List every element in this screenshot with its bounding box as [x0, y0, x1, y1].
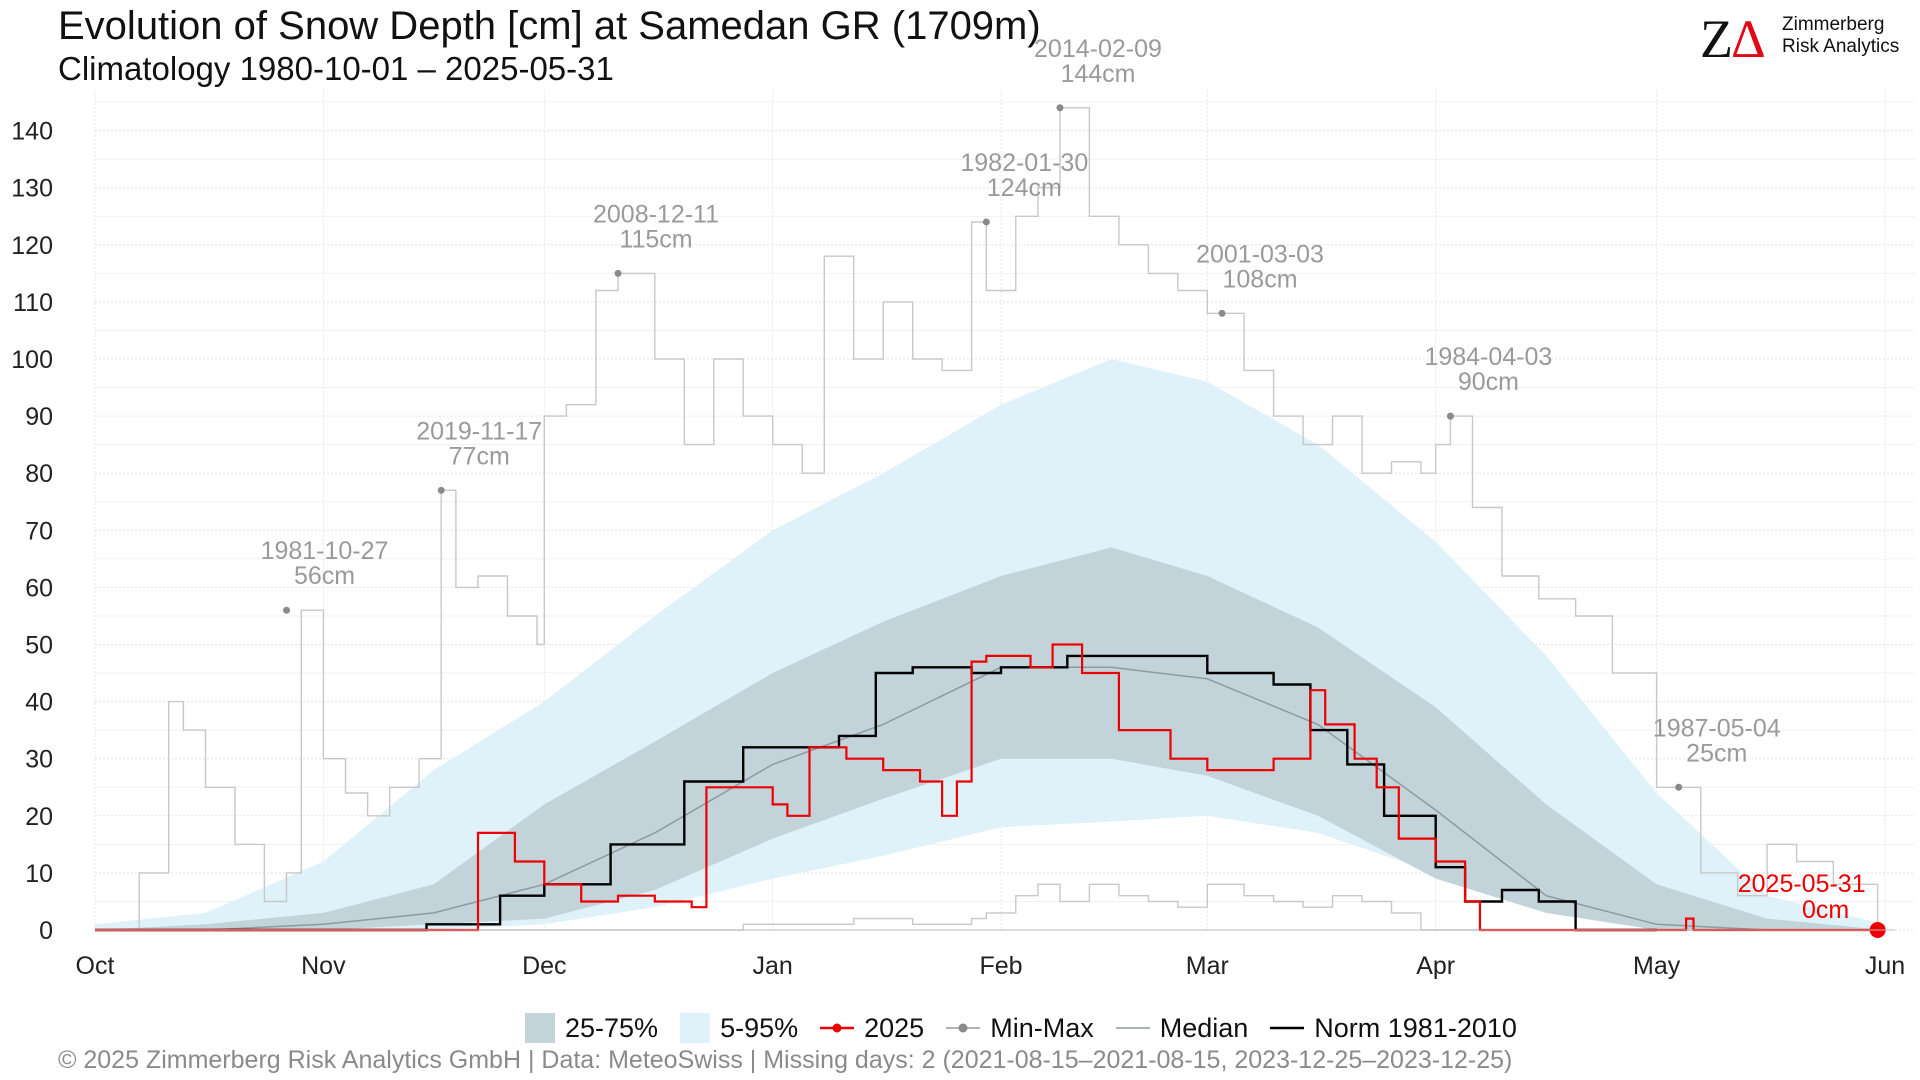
extreme-point-marker	[1446, 412, 1454, 420]
x-tick-label: Jun	[1865, 952, 1905, 980]
annotation-value: 144cm	[1060, 60, 1135, 88]
legend-label-minmax: Min-Max	[990, 1012, 1094, 1043]
logo-mark: ZΔ	[1700, 9, 1766, 69]
x-tick-label: Oct	[76, 952, 115, 980]
legend-label-norm: Norm 1981-2010	[1314, 1012, 1517, 1043]
legend-label-2025: 2025	[864, 1012, 925, 1043]
x-tick-label: Nov	[301, 952, 346, 980]
legend-line-minmax	[946, 1023, 981, 1033]
band-25-75	[95, 547, 1885, 930]
extreme-point-marker	[614, 269, 622, 277]
annotation-value: 56cm	[294, 562, 355, 590]
extreme-point-marker	[283, 606, 291, 614]
legend-item-5-95: 5-95%	[680, 1013, 798, 1044]
annotation-date: 2025-05-31	[1738, 870, 1866, 898]
company-logo: ZΔ Zimmerberg Risk Analytics	[1700, 8, 1900, 69]
series-2025-line	[95, 643, 1878, 932]
chart-title: Evolution of Snow Depth [cm] at Samedan …	[58, 4, 1041, 48]
annotation-date: 1987-05-04	[1653, 714, 1781, 742]
annotation-date: 1984-04-03	[1424, 343, 1552, 371]
annotation-date: 2014-02-09	[1034, 35, 1162, 63]
legend-item-2025: 2025	[820, 1013, 924, 1044]
y-tick-label: 20	[25, 803, 53, 831]
chart-axes: 0 10 20 30 40 50 60 70 80 90 100 110 120 130 140 Oct Nov…	[11, 118, 1905, 980]
chart-subtitle: Climatology 1980-10-01 – 2025-05-31	[58, 50, 614, 87]
extreme-point-marker	[1675, 783, 1683, 791]
y-tick-label: 110	[13, 289, 53, 317]
x-tick-label: Jan	[753, 952, 793, 980]
extreme-point-marker	[437, 486, 445, 494]
y-tick-label: 80	[25, 460, 53, 488]
extreme-point-marker	[982, 218, 990, 226]
y-tick-label: 60	[25, 574, 53, 602]
annotation-value: 77cm	[449, 442, 510, 470]
annotation-value: 124cm	[987, 174, 1062, 202]
series-lines	[95, 107, 1879, 932]
y-tick-label: 90	[25, 403, 53, 431]
x-tick-label: Mar	[1186, 952, 1229, 980]
logo-text: Zimmerberg Risk Analytics	[1782, 14, 1899, 58]
legend-swatch-5-95	[680, 1013, 711, 1043]
annotation-value: 90cm	[1458, 368, 1519, 396]
x-tick-label: Apr	[1416, 952, 1455, 980]
legend-line-median	[1115, 1027, 1150, 1029]
y-tick-label: 30	[25, 746, 53, 774]
y-tick-label: 40	[25, 689, 53, 717]
logo-line2: Risk Analytics	[1782, 36, 1900, 57]
legend-item-25-75: 25-75%	[525, 1013, 658, 1044]
annotation-value: 115cm	[619, 225, 692, 253]
annotation-date: 2019-11-17	[416, 417, 542, 445]
annotation-date: 2001-03-03	[1196, 240, 1324, 268]
y-tick-label: 10	[25, 860, 53, 888]
snow-depth-chart: 1981-10-2756cm2019-11-1777cm2008-12-1111…	[11, 35, 1915, 980]
legend-label-25-75: 25-75%	[565, 1012, 659, 1043]
extreme-point-marker	[1218, 309, 1226, 317]
series-max-line	[95, 107, 1879, 931]
annotation-value: 108cm	[1223, 265, 1298, 293]
y-tick-label: 130	[11, 175, 53, 203]
y-tick-label: 120	[11, 232, 53, 260]
extreme-point-marker	[1056, 104, 1064, 112]
chart-legend: 25-75% 5-95% 2025 Min-Max Median Norm 19…	[525, 1012, 1539, 1044]
annotation-date: 2008-12-11	[593, 200, 719, 228]
y-tick-label: 70	[25, 517, 53, 545]
legend-label-median: Median	[1159, 1012, 1249, 1043]
logo-line1: Zimmerberg	[1782, 14, 1885, 35]
legend-label-5-95: 5-95%	[720, 1012, 799, 1043]
legend-line-norm	[1270, 1026, 1305, 1030]
legend-line-2025	[820, 1023, 855, 1033]
percentile-bands	[95, 359, 1885, 930]
x-tick-label: Feb	[980, 952, 1023, 980]
annotation-value: 25cm	[1686, 739, 1747, 767]
annotation-date: 1982-01-30	[960, 149, 1088, 177]
annotation-date: 1981-10-27	[261, 537, 389, 565]
x-tick-label: Dec	[522, 952, 566, 980]
y-tick-label: 0	[39, 917, 53, 945]
legend-item-minmax: Min-Max	[946, 1013, 1094, 1044]
y-tick-label: 140	[11, 118, 53, 146]
legend-item-median: Median	[1115, 1012, 1249, 1044]
footer-credits: © 2025 Zimmerberg Risk Analytics GmbH | …	[58, 1046, 1513, 1074]
legend-swatch-25-75	[525, 1013, 555, 1043]
y-tick-label: 100	[11, 346, 53, 374]
annotation-value: 0cm	[1802, 896, 1849, 924]
y-tick-label: 50	[25, 632, 53, 660]
x-tick-label: May	[1633, 952, 1681, 980]
legend-item-norm: Norm 1981-2010	[1270, 1013, 1517, 1044]
